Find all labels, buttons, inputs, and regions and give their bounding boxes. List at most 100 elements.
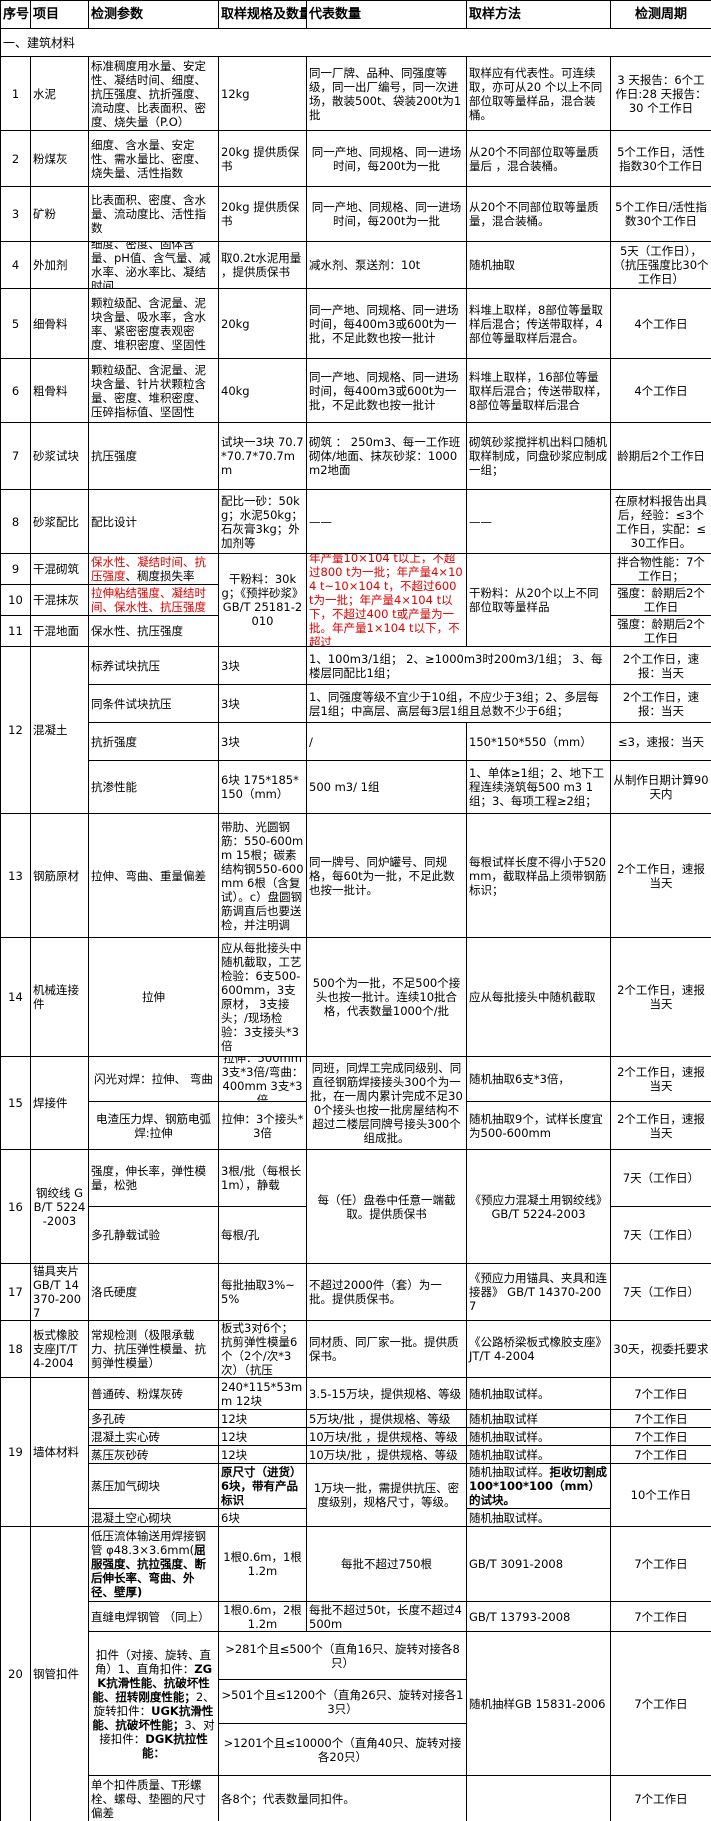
cell-item: 钢筋原材 xyxy=(31,814,88,937)
cell-text: 配比一砂：50kg；水泥50kg；石灰膏3kg；外加剂等 xyxy=(221,493,303,550)
cell-text: 1根0.6m，2根1.2m xyxy=(223,1602,302,1631)
cell-seq: 16 xyxy=(1,1150,30,1263)
cell-text: UGK抗滑性能、抗破坏性能； xyxy=(92,1703,214,1732)
cell-text: 取样应有代表性。可连续取，亦可从20 个以上不同部位取等量样品，混合装桶。 xyxy=(469,65,603,122)
cell-text: 9 xyxy=(11,562,20,576)
cell-text: 带肋、光圆钢筋：550-600mm 15根；碳素结构钢550-600mm 6根（… xyxy=(221,819,304,932)
cell-spec: 每批抽取3%~5% xyxy=(219,1264,306,1320)
cell-text: 10 xyxy=(8,593,23,607)
cell-text: 从制作日期计算90天内 xyxy=(613,773,709,801)
cell-text: 12块 xyxy=(221,1447,248,1462)
cell-method: 随机抽取试样。 xyxy=(467,1509,610,1526)
cell-text: 机械连接件 xyxy=(33,983,79,1011)
cell-text: 7 xyxy=(11,449,20,463)
cell-period: 7个工作日 xyxy=(611,1446,711,1463)
cell-period: 7个工作日 xyxy=(611,1378,711,1409)
header-params: 检测参数 xyxy=(89,1,218,28)
cell-text: 拌合物性能：7个工作日； xyxy=(617,555,705,583)
cell-seq: 20 xyxy=(1,1527,30,1821)
cell-text: 外加剂 xyxy=(33,258,68,272)
cell-method: 料堆上取样，8部位等量取样后混合；传送带取样，4部位等量取样后混合。 xyxy=(467,289,610,358)
cell-period: 强度：龄期后2个工作日 xyxy=(611,616,711,646)
cell-period: 龄期后2个工作日 xyxy=(611,423,711,489)
cell-text: 常规检测（极限承载力、抗压弹性模量、抗剪弹性模量） xyxy=(91,1328,206,1370)
cell-method: 料堆上取样，16部位等量取样后混合；传送带取样，8部位等量取样后混合 xyxy=(467,359,610,422)
cell-spec: 20kg 提供质保书 xyxy=(219,187,306,241)
cell-method: 随机抽取 xyxy=(467,242,610,288)
cell-spec: 取0.2t水泥用量 ，提供质保书 xyxy=(219,242,306,288)
cell-text: 拉伸：3个接头*3倍 xyxy=(221,1111,304,1140)
cell-text: 取样方法 xyxy=(469,6,522,22)
header-item: 项目 xyxy=(31,1,88,28)
cell-text: 同一厂牌、品种、同强度等级，同一出厂编号，同一次进场，散装500t、袋装200t… xyxy=(309,65,462,122)
header-spec: 取样规格及数量 xyxy=(219,1,306,28)
cell-item: 钢绞线 GB/T 5224-2003 xyxy=(31,1150,88,1263)
cell-rep: 同一产地、同规格、同一进场时间，每400m3或600t为一批，不足此数也按一批计 xyxy=(307,359,466,422)
cell-text: 6块 175*185*150（mm） xyxy=(221,773,299,801)
cell-text: 原尺寸（进货）6块，带有产品标识 xyxy=(221,1465,302,1507)
cell-text: 蒸压加气砌块 xyxy=(91,1479,160,1493)
cell-text: 12 xyxy=(8,723,23,737)
cell-rep: 1、100m3/1组； 2、≥1000m3时200m3/1组； 3、每楼层同配比… xyxy=(307,647,610,684)
cell-text: 500个为一批，不足500个接头也按一批计。连续10批合格，代表数量1000个/… xyxy=(312,976,461,1018)
cell-seq: 4 xyxy=(1,242,30,288)
cell-text: 2 xyxy=(11,151,20,166)
header-method: 取样方法 xyxy=(467,1,610,28)
cell-text: 抗压强度 xyxy=(91,449,137,463)
cell-text: 料堆上取样，8部位等量取样后混合；传送带取样，4部位等量取样后混合。 xyxy=(469,302,603,345)
cell-text: 比表面积、密度、含水量、流动度比、活性指数 xyxy=(91,193,206,235)
cell-item: 干混抹灰 xyxy=(31,585,88,615)
cell-period: 5天（工作日），（抗压强度比30个工作日） xyxy=(611,242,711,288)
cell-method: 取样应有代表性。可连续取，亦可从20 个以上不同部位取等量样品，混合装桶。 xyxy=(467,57,610,130)
cell-text: 1 xyxy=(11,86,20,101)
cell-method: 随机抽取试样。 xyxy=(467,1446,610,1463)
cell-params: 蒸压灰砂砖 xyxy=(89,1446,218,1463)
cell-rep: 10万块/批 ，提供规格、等级 xyxy=(307,1428,466,1445)
cell-text: 4 xyxy=(11,258,20,272)
cell-text: 7天（工作日） xyxy=(622,1228,700,1242)
cell-period: 5个工作日/活性指数30个工作日 xyxy=(611,187,711,241)
cell-period: 7个工作日 xyxy=(611,1527,711,1601)
cell-text: 150*150*550（mm） xyxy=(469,734,592,749)
cell-text: 代表数量 xyxy=(309,6,362,22)
cell-text: 强度：龄期后2个工作日 xyxy=(617,586,705,614)
cell-params: 标养试块抗压 xyxy=(89,647,218,684)
cell-text: 40kg xyxy=(221,383,250,398)
cell-rep: 同一产地、同规格、同一进场时间，每400m3或600t为一批，不足此数也按一批计 xyxy=(307,289,466,358)
cell-text: 同材质、同厂家一批。提供质保书。 xyxy=(309,1335,459,1363)
cell-method: 随机抽取试样。拒收切割成100*100*100（mm）的试块。 xyxy=(467,1464,610,1508)
cell-seq: 6 xyxy=(1,359,30,422)
cell-params: 颗粒级配、含泥量、泥块含量、针片状颗粒含量、密度、堆积密度、压碎指标值、坚固性 xyxy=(89,359,218,422)
cell-text: 颗粒级配、含泥量、泥块含量、针片状颗粒含量、密度、堆积密度、压碎指标值、坚固性 xyxy=(91,362,206,419)
cell-period: 2个工作日，速报：当天 xyxy=(611,685,711,722)
cell-params: 混凝土实心砖 xyxy=(89,1428,218,1445)
cell-text: 随机抽取6支*3倍， xyxy=(469,1072,570,1086)
cell-text: 闪光对焊：拉伸、 弯曲 xyxy=(94,1072,213,1086)
cell-period: 2个工作日，速报当天 xyxy=(611,938,711,1056)
cell-text: 7个工作日 xyxy=(634,1411,688,1426)
cell-text: 电渣压力焊、钢筋电弧焊:拉伸 xyxy=(96,1111,211,1140)
cell-text: 5个工作日，活性指数30个工作日 xyxy=(617,144,705,173)
cell-text: 《预应力用锚具、夹具和连接器》 GB/T 14370-2007 xyxy=(469,1271,607,1313)
cell-seq: 11 xyxy=(1,616,30,646)
cell-method: 从20个不同部位取等量质量，混合装桶。 xyxy=(467,187,610,241)
cell-item: 锚具夹片 GB/T 14370-2007 xyxy=(31,1264,88,1320)
cell-item: 机械连接件 xyxy=(31,938,88,1056)
cell-item: 粗骨料 xyxy=(31,359,88,422)
cell-spec: 配比一砂：50kg；水泥50kg；石灰膏3kg；外加剂等 xyxy=(219,490,306,553)
cell-period: 2个工作日，速报当天 xyxy=(611,1102,711,1149)
cell-text: 强度，伸长率，弹性模量，松弛 xyxy=(91,1164,206,1192)
cell-text: >281个且≤500个（直角16只、旋转对接各8只） xyxy=(225,1641,460,1670)
cell-text: 从20个不同部位取等量质量，混合装桶。 xyxy=(469,200,599,228)
header-rep: 代表数量 xyxy=(307,1,466,28)
cell-spec: 拉伸：500mm 3支*3倍/弯曲：400mm 3支*3倍 xyxy=(219,1057,306,1101)
cell-seq: 7 xyxy=(1,423,30,489)
cell-seq: 2 xyxy=(1,131,30,186)
cell-params: 多孔砖 xyxy=(89,1410,218,1427)
cell-spec: 20kg 提供质保书 xyxy=(219,131,306,186)
cell-text: 2个工作日，速报：当天 xyxy=(622,689,700,718)
cell-text: 随机抽样GB 15831-2006 xyxy=(469,1696,606,1711)
cell-text: 年产量10×104 t以上，不超过800 t为一批；年产量4×104 t~10×… xyxy=(309,554,463,646)
cell-text: 3块 xyxy=(221,734,240,749)
header-seq: 序号 xyxy=(1,1,30,28)
